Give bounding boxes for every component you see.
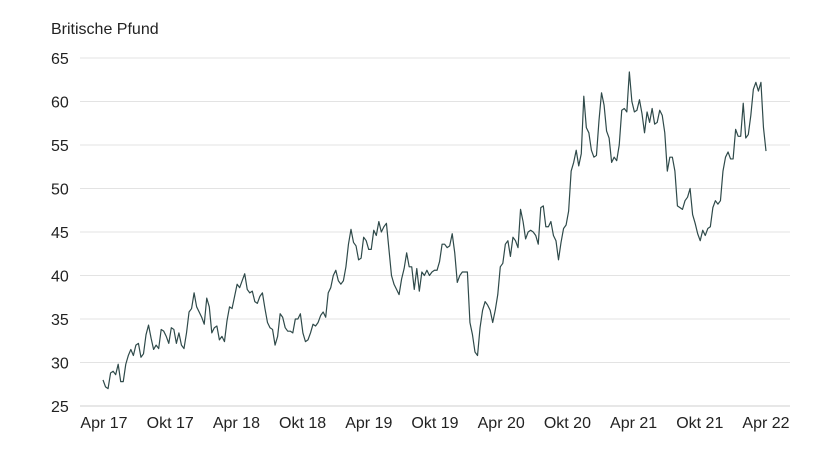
y-tick-label: 50 xyxy=(51,182,69,199)
x-tick-label: Apr 18 xyxy=(213,415,260,432)
y-axis-ticks: 25 30 35 40 45 50 55 60 65 xyxy=(51,51,69,416)
y-tick-label: 60 xyxy=(51,95,69,112)
series-group xyxy=(102,71,767,390)
x-tick-label: Okt 20 xyxy=(544,415,591,432)
x-tick-label: Apr 17 xyxy=(80,415,127,432)
y-tick-label: 25 xyxy=(51,399,69,416)
y-tick-label: 30 xyxy=(51,356,69,373)
x-tick-label: Apr 19 xyxy=(345,415,392,432)
x-tick-label: Okt 21 xyxy=(676,415,723,432)
x-tick-label: Okt 18 xyxy=(279,415,326,432)
y-tick-label: 35 xyxy=(51,312,69,329)
y-tick-label: 40 xyxy=(51,269,69,286)
x-axis-ticks: Apr 17 Okt 17 Apr 18 Okt 18 Apr 19 Okt 19 Apr … xyxy=(80,415,789,432)
y-tick-label: 45 xyxy=(51,225,69,242)
x-tick-label: Okt 19 xyxy=(411,415,458,432)
grid-lines xyxy=(80,57,790,407)
price-line xyxy=(102,71,767,390)
x-tick-label: Apr 20 xyxy=(478,415,525,432)
y-tick-label: 55 xyxy=(51,138,69,155)
x-tick-label: Apr 22 xyxy=(742,415,789,432)
x-tick-label: Apr 21 xyxy=(610,415,657,432)
x-tick-label: Okt 17 xyxy=(147,415,194,432)
y-tick-label: 65 xyxy=(51,51,69,68)
y-axis-unit-label: Britische Pfund xyxy=(51,21,159,38)
